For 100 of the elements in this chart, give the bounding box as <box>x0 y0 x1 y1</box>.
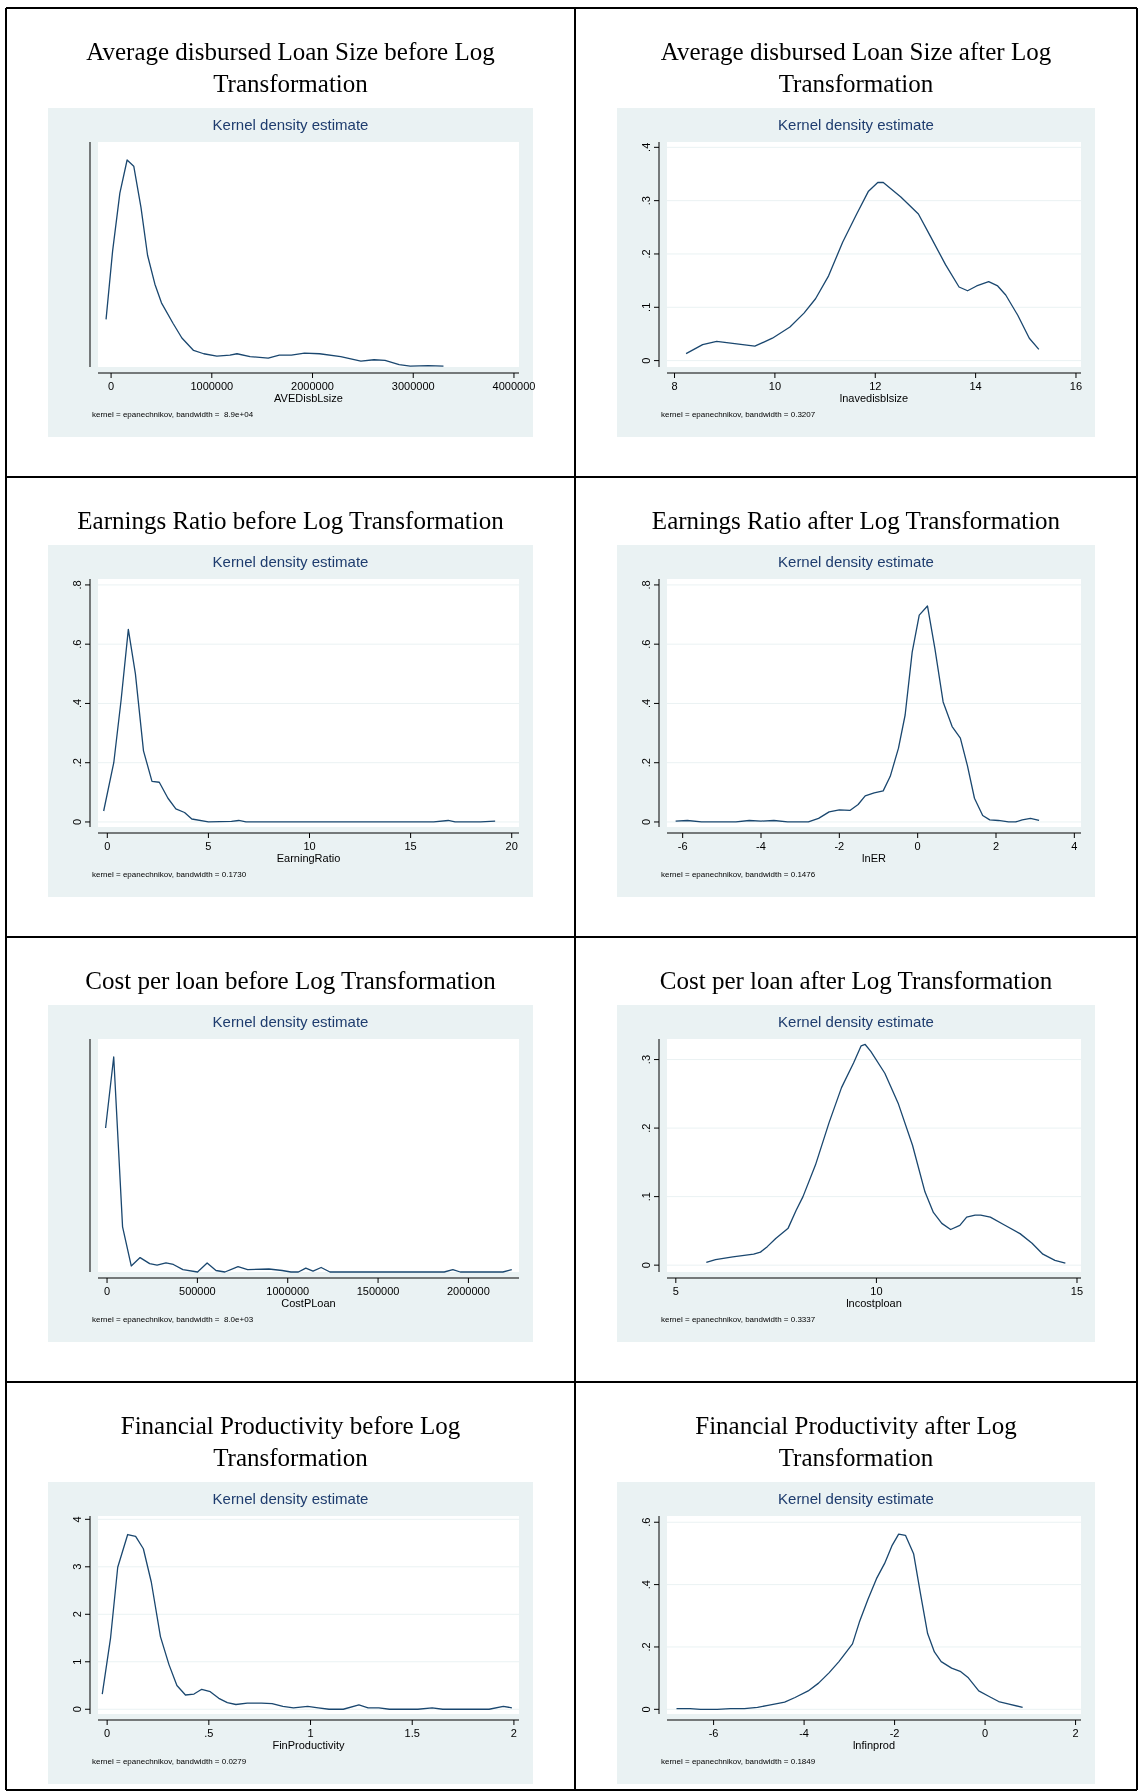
x-tick-label: 10 <box>768 380 782 392</box>
x-tick-label: 2000000 <box>291 380 334 392</box>
x-tick-label: 2 <box>510 1727 517 1739</box>
y-tick-label: .4 <box>71 698 83 709</box>
x-tick-label: 1000000 <box>190 380 234 392</box>
x-tick-label: -2 <box>889 1727 900 1739</box>
y-tick-label: .2 <box>640 1642 652 1652</box>
y-tick-label: .6 <box>640 639 652 649</box>
x-tick-label: 0 <box>104 840 111 852</box>
y-tick-label: .8 <box>71 580 83 590</box>
text: kernel = epanechnikov, bandwidth = 0.0279 <box>92 1757 247 1766</box>
x-tick-label: 0 <box>982 1727 989 1739</box>
chart-subtitle: Kernel density estimate <box>778 116 934 133</box>
chart-title: Financial Productivity before Log Transformation <box>120 1412 461 1471</box>
y-tick-label: .2 <box>640 1123 652 1133</box>
chart-title: Earnings Ratio after Log Transformation <box>651 507 1061 534</box>
chart-subtitle: Kernel density estimate <box>212 1013 369 1030</box>
y-tick-label: 4 <box>71 1516 83 1523</box>
x-tick-label: 2000000 <box>446 1285 490 1297</box>
y-tick-label: 2 <box>71 1611 83 1618</box>
x-tick-label: 1 <box>307 1727 314 1739</box>
text: kernel = epanechnikov, bandwidth = 0.1476 <box>661 870 816 879</box>
x-tick-label: 4 <box>1071 840 1078 852</box>
x-tick-label: 14 <box>969 380 982 392</box>
x-axis-title: lnER <box>862 852 886 864</box>
x-tick-label: 0 <box>108 380 115 392</box>
x-tick-label: 500000 <box>179 1285 216 1297</box>
chart-subtitle: Kernel density estimate <box>212 1490 369 1507</box>
x-axis-title: EarningRatio <box>276 852 341 864</box>
x-tick-label: 15 <box>1070 1285 1084 1297</box>
text: kernel = epanechnikov, bandwidth = 0.1849 <box>661 1757 816 1766</box>
x-tick-label: -2 <box>834 840 845 852</box>
chart-title: Cost per loan after Log Transformation <box>659 967 1053 994</box>
chart-title: Average disbursed Loan Size before Log Transformation <box>86 38 496 97</box>
y-tick-label: .4 <box>640 698 652 709</box>
text: kernel = epanechnikov, bandwidth = 0.3337 <box>661 1315 816 1324</box>
line-series <box>103 628 496 823</box>
text: kernel = epanechnikov, bandwidth = 0.1730 <box>92 870 247 879</box>
x-axis-title: AVEDisbLsize <box>274 392 343 404</box>
x-tick-label: 10 <box>870 1285 883 1297</box>
chart-title: Financial Productivity after Log Transformation <box>695 1412 1018 1471</box>
y-tick-label: .1 <box>640 302 652 312</box>
y-tick-label: .2 <box>640 249 652 259</box>
x-tick-label: -6 <box>677 840 688 852</box>
x-tick-label: 20 <box>505 840 518 852</box>
x-tick-label: 5 <box>205 840 212 852</box>
x-axis-title: FinProductivity <box>272 1739 346 1751</box>
line-series <box>675 1533 1024 1710</box>
x-tick-label: 0 <box>103 1285 111 1297</box>
y-tick-label: 0 <box>640 1706 652 1713</box>
y-tick-label: 0 <box>640 357 652 364</box>
text: kernel = epanechnikov, bandwidth = 0.3207 <box>661 410 816 419</box>
y-tick-label: 0 <box>71 818 83 826</box>
x-axis-title: CostPLoan <box>281 1297 336 1309</box>
x-tick-label: 2 <box>992 840 1000 852</box>
line-series <box>685 181 1040 355</box>
line-series <box>705 1043 1067 1264</box>
y-tick-label: 0 <box>640 818 652 826</box>
x-tick-label: 16 <box>1069 380 1083 392</box>
y-tick-label: .6 <box>640 1517 652 1527</box>
text: kernel = epanechnikov, bandwidth = 8.0e+03 <box>92 1315 254 1324</box>
x-tick-label: 8 <box>671 380 678 392</box>
chart-subtitle: Kernel density estimate <box>778 1013 934 1030</box>
x-tick-label: 15 <box>404 840 417 852</box>
chart-title: Earnings Ratio before Log Transformation <box>77 507 505 534</box>
chart-subtitle: Kernel density estimate <box>212 116 369 133</box>
y-tick-label: .3 <box>640 196 652 206</box>
y-tick-label: .4 <box>640 1580 652 1590</box>
chart-title: Average disbursed Loan Size after Log Transformation <box>660 38 1052 97</box>
chart-subtitle: Kernel density estimate <box>212 553 369 570</box>
x-axis-title: lncostploan <box>846 1297 902 1309</box>
y-tick-label: 1 <box>71 1658 83 1665</box>
chart-subtitle: Kernel density estimate <box>778 1490 934 1507</box>
x-tick-label: 1.5 <box>404 1727 420 1739</box>
x-tick-label: -4 <box>799 1727 809 1739</box>
y-tick-label: .2 <box>71 758 83 768</box>
x-tick-label: 1500000 <box>356 1285 400 1297</box>
x-tick-label: 12 <box>869 380 882 392</box>
line-series <box>674 605 1040 823</box>
x-tick-label: 3000000 <box>391 380 435 392</box>
x-tick-label: .5 <box>204 1727 214 1739</box>
y-tick-label: .4 <box>640 142 652 152</box>
x-axis-title: lnfinprod <box>852 1739 896 1751</box>
x-tick-label: 0 <box>104 1727 111 1739</box>
y-tick-label: .8 <box>640 580 652 590</box>
y-tick-label: .6 <box>71 639 83 649</box>
line-series <box>101 1533 513 1710</box>
y-tick-label: .2 <box>640 758 652 768</box>
y-tick-label: 0 <box>640 1262 652 1269</box>
x-tick-label: -4 <box>756 840 766 852</box>
x-tick-label: 5 <box>672 1285 679 1297</box>
x-axis-title: lnavedisblsize <box>839 392 909 404</box>
x-tick-label: 2 <box>1072 1727 1079 1739</box>
text: kernel = epanechnikov, bandwidth = 8.9e+04 <box>92 410 254 419</box>
y-tick-label: 0 <box>71 1706 83 1713</box>
chart-title: Cost per loan before Log Transformation <box>85 967 497 994</box>
y-tick-label: .1 <box>640 1192 652 1202</box>
x-tick-label: 0 <box>914 840 921 852</box>
y-tick-label: 3 <box>71 1563 83 1570</box>
x-tick-label: 10 <box>303 840 316 852</box>
